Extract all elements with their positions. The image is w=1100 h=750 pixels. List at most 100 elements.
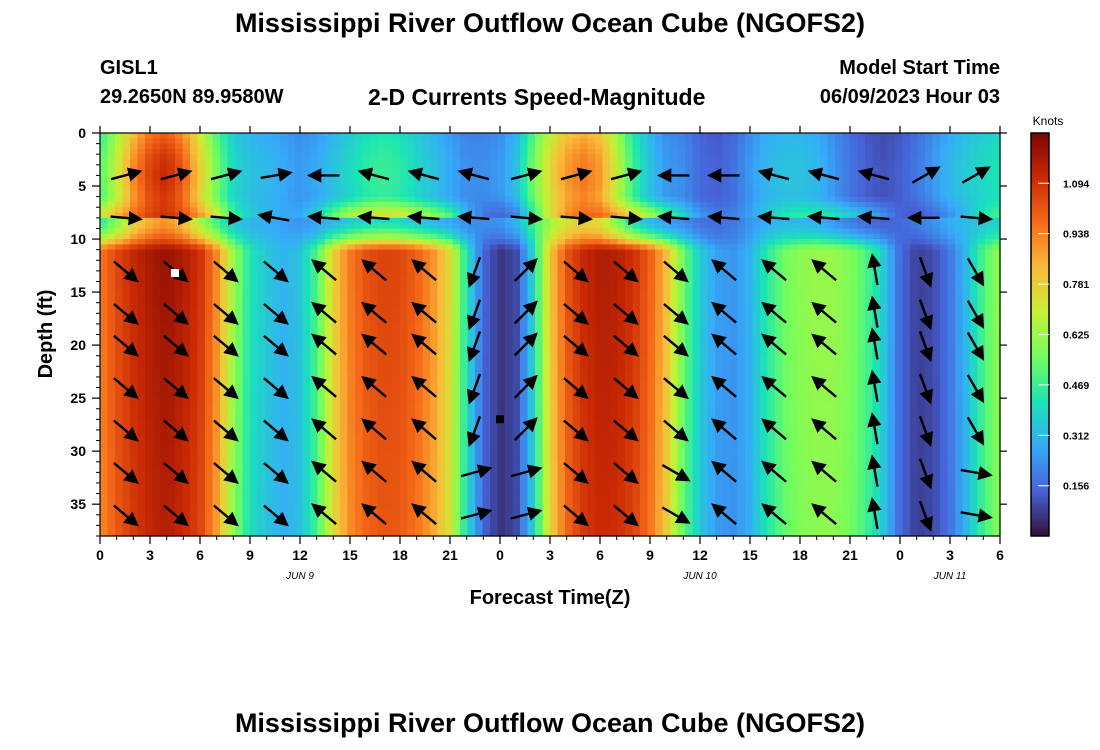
- heatmap-cell: [257, 382, 266, 389]
- heatmap-cell: [122, 520, 131, 526]
- heatmap-cell: [370, 254, 379, 261]
- heatmap-cell: [167, 180, 176, 187]
- heatmap-cell: [190, 493, 199, 500]
- heatmap-cell: [152, 382, 161, 389]
- heatmap-cell: [347, 143, 356, 150]
- heatmap-cell: [362, 498, 371, 505]
- heatmap-cell: [145, 260, 154, 267]
- heatmap-cell: [100, 154, 109, 161]
- heatmap-cell: [362, 281, 371, 288]
- heatmap-cell: [347, 260, 356, 267]
- heatmap-cell: [385, 138, 394, 145]
- heatmap-cell: [355, 233, 364, 240]
- heatmap-cell: [587, 186, 596, 192]
- heatmap-cell: [565, 482, 574, 489]
- heatmap-cell: [505, 429, 514, 436]
- heatmap-cell: [430, 265, 439, 272]
- heatmap-cell: [272, 482, 281, 489]
- heatmap-cell: [220, 297, 229, 304]
- heatmap-cell: [272, 175, 281, 182]
- heatmap-cell: [190, 477, 199, 484]
- heatmap-cell: [100, 382, 109, 389]
- heatmap-cell: [107, 233, 116, 240]
- heatmap-cell: [362, 355, 371, 362]
- heatmap-cell: [145, 498, 154, 505]
- heatmap-cell: [302, 133, 311, 139]
- heatmap-cell: [122, 419, 131, 426]
- heatmap-cell: [272, 488, 281, 495]
- heatmap-cell: [497, 530, 506, 537]
- heatmap-cell: [250, 159, 259, 166]
- heatmap-cell: [212, 398, 221, 405]
- heatmap-cell: [377, 143, 386, 150]
- heatmap-cell: [317, 196, 326, 203]
- heatmap-cell: [265, 419, 274, 426]
- heatmap-cell: [205, 414, 214, 420]
- heatmap-cell: [460, 164, 469, 171]
- heatmap-cell: [557, 143, 566, 150]
- heatmap-cell: [310, 366, 319, 373]
- heatmap-cell: [385, 419, 394, 426]
- heatmap-cell: [235, 191, 244, 198]
- heatmap-cell: [385, 488, 394, 495]
- heatmap-cell: [295, 382, 304, 389]
- model-start-label: Model Start Time: [839, 57, 1000, 79]
- heatmap-cell: [407, 403, 416, 410]
- heatmap-cell: [520, 392, 529, 399]
- heatmap-cell: [227, 164, 236, 171]
- heatmap-cell: [295, 313, 304, 320]
- heatmap-cell: [400, 339, 409, 346]
- heatmap-cell: [212, 414, 221, 420]
- heatmap-cell: [385, 350, 394, 357]
- heatmap-cell: [550, 265, 559, 272]
- heatmap-cell: [295, 307, 304, 314]
- heatmap-cell: [527, 493, 536, 500]
- heatmap-cell: [550, 408, 559, 415]
- heatmap-cell: [107, 276, 116, 283]
- heatmap-cell: [182, 201, 191, 208]
- heatmap-cell: [392, 323, 401, 330]
- heatmap-cell: [550, 286, 559, 293]
- heatmap-cell: [190, 376, 199, 383]
- heatmap-cell: [205, 520, 214, 526]
- heatmap-cell: [205, 191, 214, 198]
- heatmap-cell: [437, 228, 446, 235]
- heatmap-cell: [287, 350, 296, 357]
- heatmap-cell: [145, 329, 154, 336]
- heatmap-cell: [115, 228, 124, 235]
- heatmap-cell: [152, 228, 161, 235]
- heatmap-cell: [385, 482, 394, 489]
- heatmap-cell: [557, 138, 566, 145]
- heatmap-cell: [467, 451, 476, 458]
- heatmap-cell: [212, 138, 221, 145]
- heatmap-cell: [550, 350, 559, 357]
- heatmap-cell: [107, 482, 116, 489]
- heatmap-cell: [190, 244, 199, 251]
- heatmap-cell: [205, 376, 214, 383]
- heatmap-cell: [505, 482, 514, 489]
- heatmap-cell: [100, 276, 109, 283]
- heatmap-cell: [280, 217, 289, 224]
- heatmap-cell: [452, 138, 461, 145]
- heatmap-cell: [100, 302, 109, 309]
- heatmap-cell: [250, 451, 259, 458]
- heatmap-cell: [587, 180, 596, 187]
- heatmap-cell: [385, 376, 394, 383]
- heatmap-cell: [257, 270, 266, 277]
- heatmap-cell: [182, 313, 191, 320]
- heatmap-cell: [550, 164, 559, 171]
- heatmap-cell: [115, 180, 124, 187]
- heatmap-cell: [332, 281, 341, 288]
- heatmap-cell: [242, 233, 251, 240]
- heatmap-cell: [490, 143, 499, 150]
- heatmap-cell: [475, 244, 484, 251]
- heatmap-cell: [182, 138, 191, 145]
- heatmap-cell: [512, 339, 521, 346]
- heatmap-cell: [265, 223, 274, 230]
- heatmap-cell: [557, 244, 566, 251]
- heatmap-cell: [100, 244, 109, 251]
- heatmap-cell: [490, 201, 499, 208]
- heatmap-cell: [550, 440, 559, 447]
- heatmap-cell: [460, 477, 469, 484]
- heatmap-cell: [212, 233, 221, 240]
